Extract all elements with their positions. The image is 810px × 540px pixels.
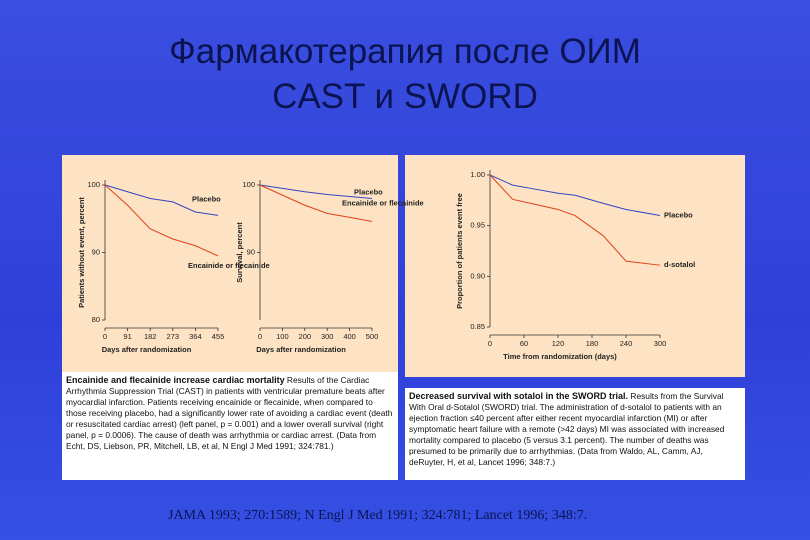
x-axis-label: Time from randomization (days) xyxy=(503,352,617,361)
y-tick-label: 1.00 xyxy=(470,170,485,179)
x-tick-label: 91 xyxy=(123,332,131,341)
slide-title: Фармакотерапия после ОИМ xyxy=(169,32,641,71)
series-line xyxy=(104,184,219,216)
y-tick-label: 0.85 xyxy=(470,322,485,331)
y-tick-label: 80 xyxy=(92,315,100,324)
x-tick-label: 300 xyxy=(654,339,667,348)
y-tick-label: 0.95 xyxy=(470,221,485,230)
y-tick-label: 90 xyxy=(92,247,100,256)
caption-heading: Decreased survival with sotalol in the S… xyxy=(409,391,629,401)
x-tick-label: 120 xyxy=(552,339,565,348)
x-tick-label: 364 xyxy=(189,332,202,341)
caption: Decreased survival with sotalol in the S… xyxy=(405,388,745,480)
x-tick-label: 0 xyxy=(103,332,107,341)
series-label: Encainide or flecainide xyxy=(188,261,270,270)
y-tick-label: 90 xyxy=(247,247,255,256)
series-label: Placebo xyxy=(192,194,221,203)
series-label: Encainide or flecainide xyxy=(342,198,424,207)
series-label: Placebo xyxy=(664,211,693,220)
slide-title: CAST и SWORD xyxy=(272,77,538,116)
x-tick-label: 180 xyxy=(586,339,599,348)
x-tick-label: 400 xyxy=(343,332,356,341)
y-axis-label: Survival, percent xyxy=(235,222,244,283)
citation: JAMA 1993; 270:1589; N Engl J Med 1991; … xyxy=(168,508,588,523)
x-axis-label: Days after randomization xyxy=(256,345,346,354)
x-tick-label: 500 xyxy=(366,332,379,341)
series-line xyxy=(259,184,373,199)
figure-panel xyxy=(405,155,745,377)
caption-body: Results from the Survival With Oral d-So… xyxy=(409,391,725,467)
y-axis-label: Proportion of patients event free xyxy=(455,193,464,309)
y-tick-label: 100 xyxy=(87,180,100,189)
series-label: d-sotalol xyxy=(664,260,695,269)
x-axis-label: Days after randomization xyxy=(102,345,192,354)
series-line xyxy=(489,174,661,266)
x-tick-label: 0 xyxy=(488,339,492,348)
x-tick-label: 100 xyxy=(276,332,289,341)
x-tick-label: 273 xyxy=(167,332,180,341)
x-tick-label: 240 xyxy=(620,339,633,348)
x-tick-label: 455 xyxy=(212,332,225,341)
y-tick-label: 100 xyxy=(242,180,255,189)
x-tick-label: 200 xyxy=(299,332,312,341)
x-tick-label: 0 xyxy=(258,332,262,341)
series-line xyxy=(259,184,373,222)
caption-body: Results of the Cardiac Arrhythmia Suppre… xyxy=(66,375,393,451)
x-tick-label: 300 xyxy=(321,332,334,341)
series-label: Placebo xyxy=(354,187,383,196)
x-tick-label: 60 xyxy=(520,339,528,348)
y-axis-label: Patients without event, percent xyxy=(77,197,86,308)
caption: Encainide and flecainide increase cardia… xyxy=(62,372,398,480)
series-line xyxy=(489,174,661,217)
x-tick-label: 182 xyxy=(144,332,157,341)
series-line xyxy=(104,184,219,257)
y-tick-label: 0.90 xyxy=(470,271,485,280)
caption-heading: Encainide and flecainide increase cardia… xyxy=(66,375,285,385)
